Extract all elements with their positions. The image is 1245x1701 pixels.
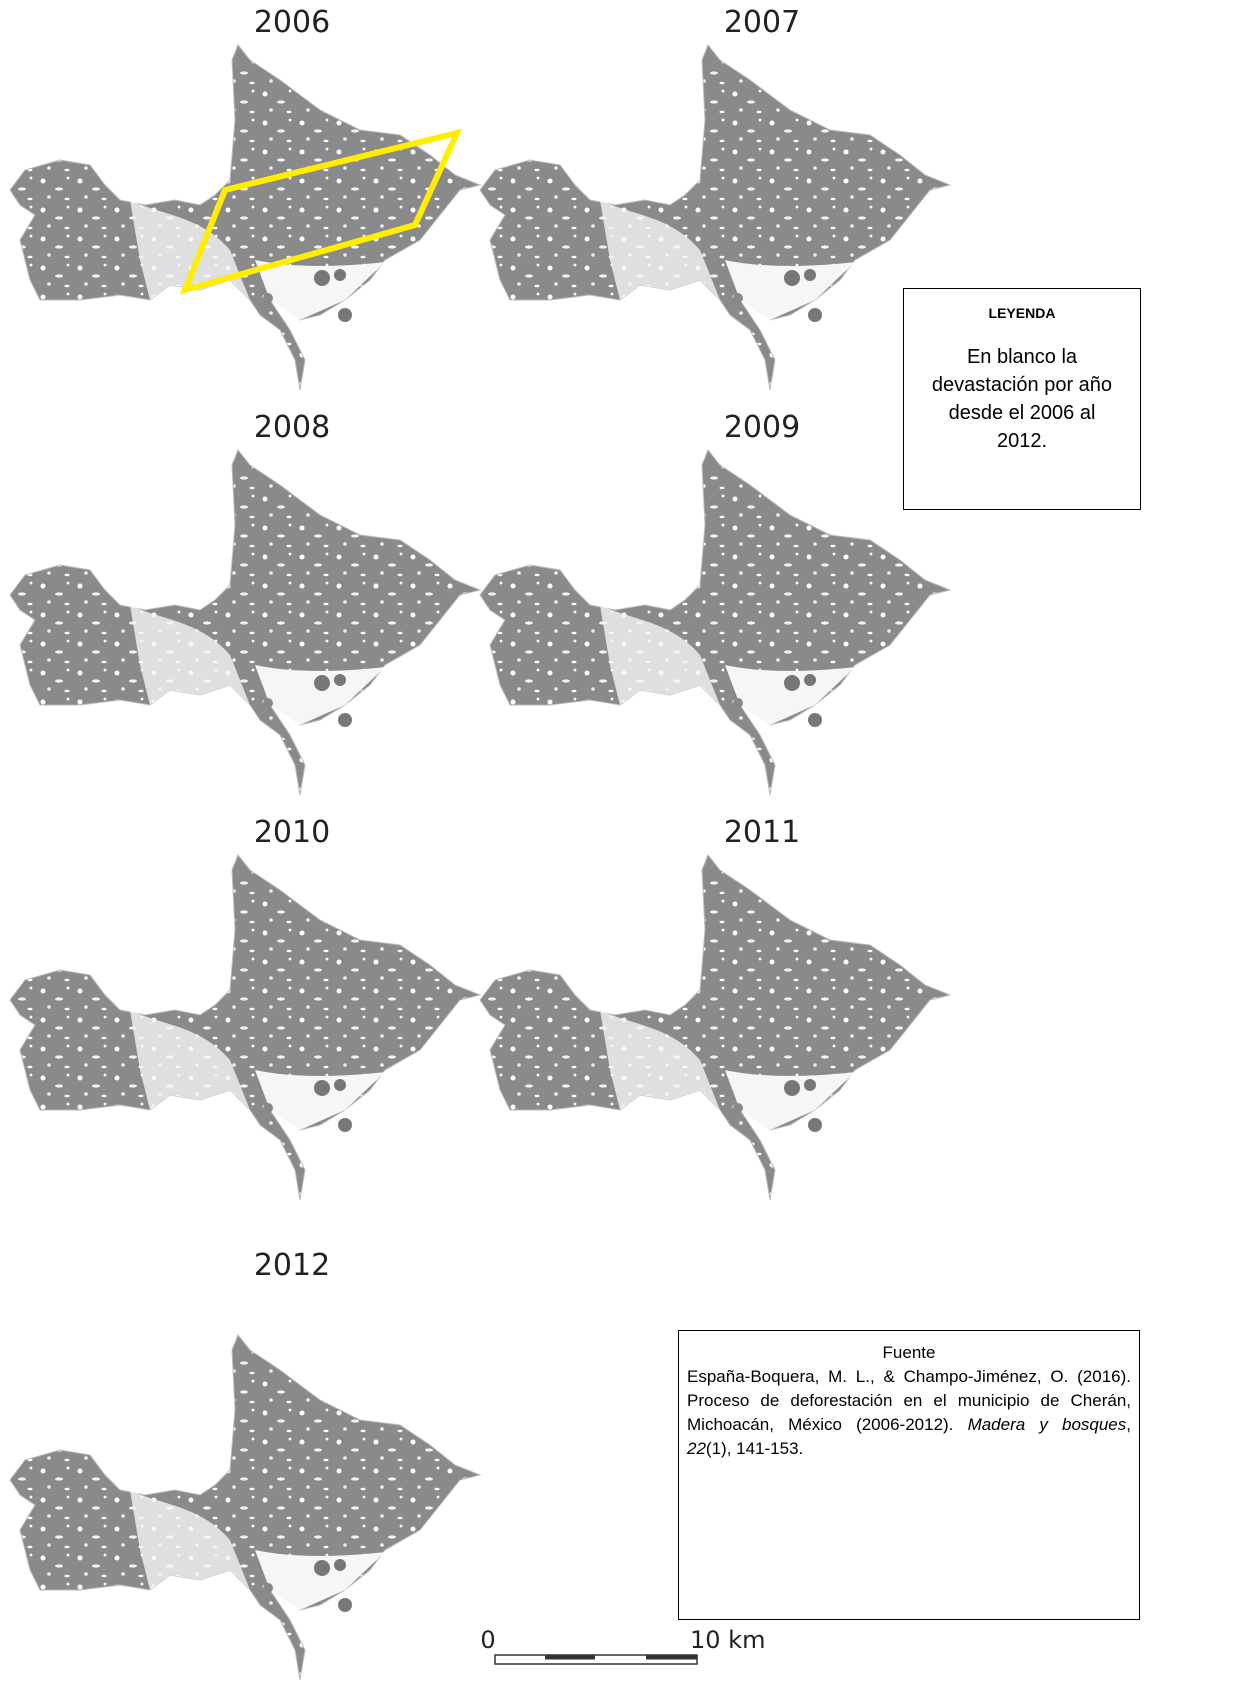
year-label: 2011 [724, 815, 800, 850]
map-2007 [480, 45, 950, 390]
year-label: 2008 [254, 410, 330, 445]
year-label: 2007 [724, 5, 800, 40]
source-citation: España-Boquera, M. L., & Champo-Jiménez,… [687, 1365, 1131, 1461]
citation-part: Madera y bosques [968, 1415, 1127, 1434]
year-label: 2006 [254, 5, 330, 40]
legend-title: LEYENDA [904, 305, 1140, 321]
map-2010 [10, 855, 480, 1200]
map-2011 [480, 855, 950, 1200]
scale-end: 10 km [690, 1626, 765, 1654]
citation-part: (1), 141-153. [706, 1439, 803, 1458]
scale-bar: 0 10 km [480, 1626, 765, 1664]
legend-text: En blanco la devastación por año desde e… [922, 343, 1122, 455]
page: 2006 2007 2008 2009 2010 2011 2012 0 10 … [0, 0, 1245, 1701]
legend: LEYENDA En blanco la devastación por año… [903, 288, 1141, 510]
year-label: 2009 [724, 410, 800, 445]
citation-part: , [1126, 1415, 1131, 1434]
map-2006 [10, 45, 480, 390]
citation-part: 22 [687, 1439, 706, 1458]
map-2009 [480, 450, 950, 795]
map-2008 [10, 450, 480, 795]
source-title: Fuente [687, 1341, 1131, 1365]
year-label: 2012 [254, 1248, 330, 1283]
year-label: 2010 [254, 815, 330, 850]
map-2012 [10, 1335, 480, 1680]
scale-start: 0 [480, 1626, 495, 1654]
source: Fuente España-Boquera, M. L., & Champo-J… [678, 1330, 1140, 1620]
